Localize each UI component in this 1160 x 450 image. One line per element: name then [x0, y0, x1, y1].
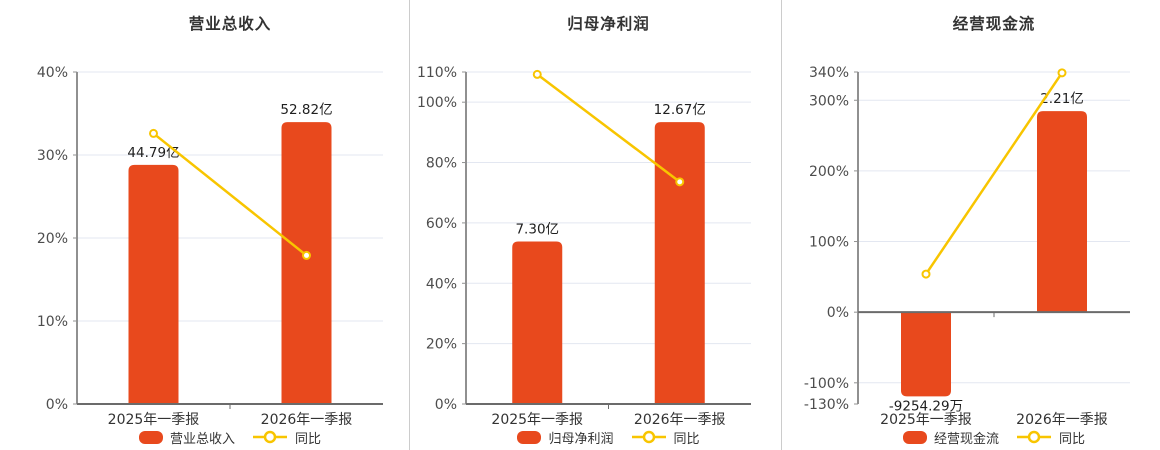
y-tick-label: 80% [426, 156, 457, 172]
y-tick-label: 100% [809, 235, 849, 251]
yoy-trend-line [152, 132, 308, 257]
legend-bar-swatch [902, 430, 927, 444]
x-axis-label: 2025年一季报 [107, 412, 200, 428]
x-axis-label: 2025年一季报 [491, 412, 584, 428]
chart-canvas: 0% 20% 40% 60% 80% 100% 110% 7.30亿 12.67亿 [417, 65, 751, 413]
bar-2025年一季报 [128, 164, 179, 404]
chart-canvas: -130% -100% 0% 100% 200% 300% 340% -9254.29万 2.2… [804, 65, 1130, 414]
y-tick-label: -130% [804, 397, 849, 413]
y-tick-label: 40% [37, 65, 68, 81]
yoy-point [532, 69, 542, 79]
chart-title: 归母净利润 [567, 15, 650, 33]
y-tick-label: 0% [827, 305, 849, 321]
legend-yoy-label: 同比 [295, 431, 322, 447]
yoy-trend-line [536, 73, 681, 183]
y-tick-label: 20% [37, 231, 68, 247]
legend-yoy-label: 同比 [673, 431, 700, 447]
y-tick-label: 100% [417, 95, 457, 111]
bar-value-label: 7.30亿 [515, 222, 559, 238]
legend: 归母净利润 同比 [466, 427, 751, 447]
yoy-point [1057, 68, 1067, 78]
bar-value-label: 52.82亿 [280, 102, 332, 118]
legend-bar-label: 归母净利润 [548, 431, 614, 447]
bar-2026年一季报 [1037, 111, 1087, 313]
bar-value-label: 44.79亿 [127, 145, 179, 161]
x-axis-label: 2026年一季报 [633, 412, 726, 428]
chart-title: 营业总收入 [188, 15, 272, 33]
legend: 经营现金流 同比 [858, 427, 1130, 447]
bar-value-label: 12.67亿 [654, 102, 706, 118]
x-axis-label: 2025年一季报 [880, 412, 972, 428]
x-axis-label: 2026年一季报 [260, 412, 353, 428]
y-tick-label: -100% [804, 376, 849, 392]
y-tick-label: 20% [426, 337, 457, 353]
y-tick-label: 200% [809, 164, 849, 180]
yoy-point [302, 250, 311, 260]
bar-2026年一季报 [654, 122, 705, 405]
bar-value-label: -9254.29万 [889, 398, 963, 414]
bar-value-label: 2.21亿 [1040, 91, 1084, 107]
bar-2025年一季报 [512, 241, 563, 404]
legend-yoy-label: 同比 [1059, 431, 1086, 447]
chart-title: 经营现金流 [952, 15, 1036, 33]
x-axis-label: 2026年一季报 [1016, 412, 1108, 428]
bar-2026年一季报 [281, 122, 332, 404]
y-tick-label: 110% [417, 65, 457, 81]
legend-bar-label: 营业总收入 [169, 431, 235, 447]
y-tick-label: 300% [809, 93, 849, 109]
y-tick-label: 10% [37, 314, 68, 330]
legend-bar-swatch [138, 430, 163, 444]
yoy-point [149, 128, 158, 138]
y-tick-label: 60% [426, 216, 457, 232]
chart-panel-total-revenue: 营业总收入 0% 10% 20% 30% 40% 44.79亿 52.82亿 2025年一季… [0, 0, 409, 450]
legend-bar-swatch [517, 430, 542, 444]
y-tick-label: 0% [46, 397, 68, 413]
legend: 营业总收入 同比 [77, 427, 383, 447]
bar-2025年一季报 [901, 312, 951, 397]
yoy-point [675, 177, 685, 187]
y-tick-label: 40% [426, 276, 457, 292]
y-tick-label: 340% [809, 65, 849, 81]
yoy-point [921, 269, 931, 279]
legend-line-icon [631, 430, 666, 444]
chart-canvas: 0% 10% 20% 30% 40% 44.79亿 52.82亿 [37, 65, 383, 413]
chart-panel-net-profit: 归母净利润 0% 20% 40% 60% 80% 100% 110% 7.30亿 12.67亿 … [409, 0, 781, 450]
chart-panel-operating-cashflow: 经营现金流 -130% -100% 0% 100% 200% 300% 340% -9254.… [781, 0, 1160, 450]
yoy-trend-line [924, 72, 1064, 275]
legend-bar-label: 经营现金流 [933, 431, 999, 447]
y-tick-label: 0% [435, 397, 457, 413]
legend-line-icon [253, 430, 287, 444]
y-tick-label: 30% [37, 148, 68, 164]
legend-line-icon [1017, 430, 1051, 444]
